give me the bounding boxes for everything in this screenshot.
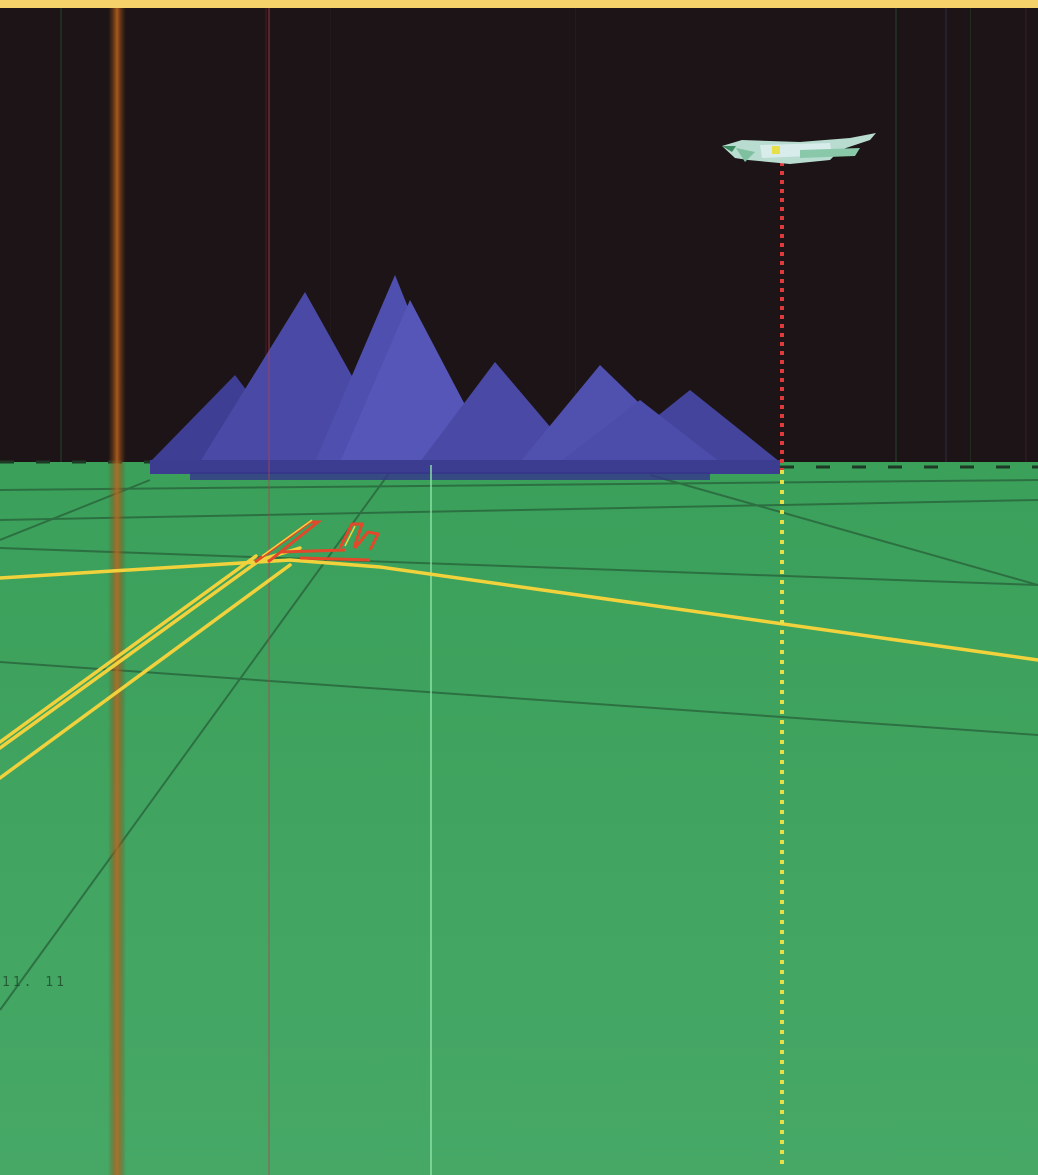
ground-grid [0,464,1038,1011]
runway-highlights [261,519,356,557]
jet-icon [722,133,876,164]
hud-readout: 11. 11 [2,975,67,990]
sky [0,8,1038,465]
mountain-range [150,275,780,480]
ground-plane [0,462,1038,1175]
crt-lines [108,8,432,1175]
sky-scanlines [60,8,1027,465]
top-border [0,0,1038,8]
horizon-markers [0,460,1038,469]
